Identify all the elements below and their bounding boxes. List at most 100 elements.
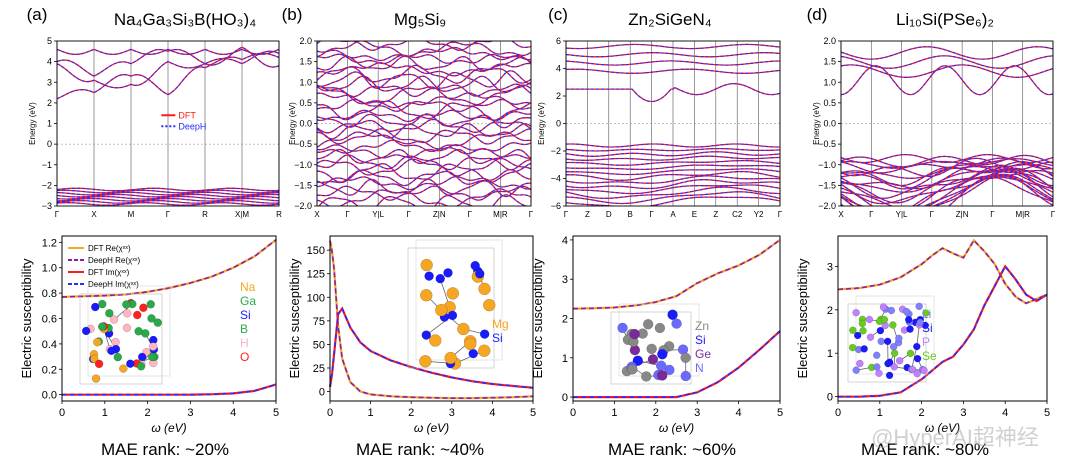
- band-line-deeph: [317, 46, 531, 62]
- conduction-band-deeph: [566, 52, 780, 58]
- band-structure-plot: −2.0 −1.5 −1.0 −0.5 0.0 0.5 1.0 1.5 2.0 Energy (e…: [288, 36, 534, 219]
- valence-band-deeph: [841, 174, 1053, 206]
- mae-rank-text: MAE rank: ~60%: [608, 440, 736, 459]
- sus-frame: [837, 235, 1048, 402]
- sus-ytick-label: 0.2: [42, 364, 57, 376]
- sus-ytick-label: 1: [827, 348, 833, 360]
- valence-band-deeph: [841, 175, 1053, 206]
- kpoint-label: Γ: [990, 210, 995, 219]
- band-line-deeph: [317, 98, 531, 113]
- sus-ytick-label: 0.0: [42, 390, 57, 402]
- valence-band-deeph: [566, 170, 780, 181]
- kpoint-label: Z: [713, 210, 718, 219]
- sus-ytick-label: 0: [827, 392, 833, 404]
- atom-ge: [647, 354, 659, 365]
- atom-ga: [97, 322, 107, 331]
- atom-na: [90, 354, 99, 364]
- band-line-deeph: [317, 118, 531, 134]
- band-ytick-label: 5: [47, 36, 52, 46]
- atom-si: [424, 271, 434, 281]
- band-line-deeph: [317, 157, 531, 177]
- band-ytick-label: 1: [47, 119, 52, 129]
- structure-legend-ga: Ga: [240, 294, 256, 308]
- band-ytick-label: −0.5: [818, 139, 836, 149]
- mae-rank-text: MAE rank: ~20%: [101, 440, 229, 459]
- sus-xtick-label: 2: [408, 407, 414, 419]
- atom-mg: [419, 355, 432, 368]
- atom-p: [908, 365, 917, 374]
- sus-xtick-label: 0: [59, 407, 65, 419]
- band-ytick-label: 4: [47, 57, 52, 67]
- atom-li: [895, 334, 903, 343]
- sus-legend-label: DFT Re(χˣˣ): [88, 244, 131, 253]
- kpoint-label: Y|L: [372, 210, 384, 219]
- sus-real-curve-dft: [572, 239, 781, 310]
- atom-si: [885, 371, 894, 380]
- structure-legend-mg: Mg: [492, 317, 509, 331]
- band-ytick-label: −3: [42, 201, 52, 211]
- sus-ytick-label: 3: [827, 261, 833, 273]
- atom-se: [858, 319, 867, 328]
- kpoint-label: X: [838, 210, 844, 219]
- atom-n: [664, 364, 675, 376]
- conduction-band-deeph: [57, 48, 279, 77]
- structure-legend-ge: Ge: [695, 347, 711, 361]
- valence-band-deeph: [841, 161, 1053, 187]
- kpoint-label: Z|N: [956, 210, 969, 219]
- sus-ytick-label: 2: [827, 305, 833, 317]
- atom-h: [122, 323, 132, 333]
- panel-title: Na₄Ga₃Si₃B(HO₃)₄: [114, 10, 256, 29]
- atom-si: [421, 330, 431, 340]
- watermark: @HyperAI超神经: [871, 425, 1039, 450]
- valence-band-deeph: [841, 175, 1053, 206]
- structure-legend-b: B: [240, 322, 248, 336]
- conduction-band-deeph: [566, 68, 780, 74]
- atom-mg: [478, 344, 491, 357]
- atom-si: [884, 359, 892, 368]
- structure-legend-si: Si: [695, 333, 706, 347]
- structure-legend-zn: Zn: [695, 319, 709, 333]
- kpoint-label: B: [628, 210, 633, 219]
- sus-ytick-label: 0.6: [42, 314, 57, 326]
- conduction-band-deeph: [841, 46, 1053, 60]
- atom-se: [880, 315, 889, 324]
- atom-zn: [627, 364, 638, 375]
- atom-mg: [420, 258, 433, 272]
- band-lines: [317, 41, 531, 206]
- sus-xtick-label: 3: [694, 407, 700, 419]
- sus-frame: [61, 235, 277, 402]
- band-line-dft: [317, 113, 531, 129]
- atom-n: [671, 318, 682, 329]
- atom-p: [852, 308, 860, 317]
- atom-ga: [136, 362, 146, 371]
- band-ylabel: Energy (eV): [537, 102, 546, 145]
- kpoint-label: M|R: [493, 210, 508, 219]
- sus-legend-label: DeepH Im(χˣˣ): [88, 280, 139, 289]
- valence-band-deeph: [57, 198, 279, 202]
- unit-cell-box: [847, 303, 927, 383]
- conduction-band-deeph: [57, 46, 279, 89]
- conduction-band-dft: [566, 36, 780, 40]
- band-line-deeph: [317, 109, 531, 123]
- sus-xlabel: ω (eV): [659, 421, 694, 435]
- atom-zn: [646, 343, 657, 355]
- sus-ytick-label: 0.4: [42, 339, 57, 351]
- unit-cell-box: [610, 311, 692, 385]
- atom-ge: [657, 370, 668, 381]
- band-ytick-label: 0.0: [823, 119, 836, 129]
- sus-xlabel: ω (eV): [925, 421, 960, 435]
- atom-si: [906, 325, 914, 333]
- atom-ga: [105, 309, 114, 318]
- panel-label: (b): [282, 5, 303, 24]
- band-ytick-label: −4: [551, 174, 561, 184]
- band-line-deeph: [317, 113, 531, 129]
- legend-label-dft: DFT: [178, 110, 196, 120]
- atom-si: [81, 326, 91, 336]
- valence-band-deeph: [566, 175, 780, 184]
